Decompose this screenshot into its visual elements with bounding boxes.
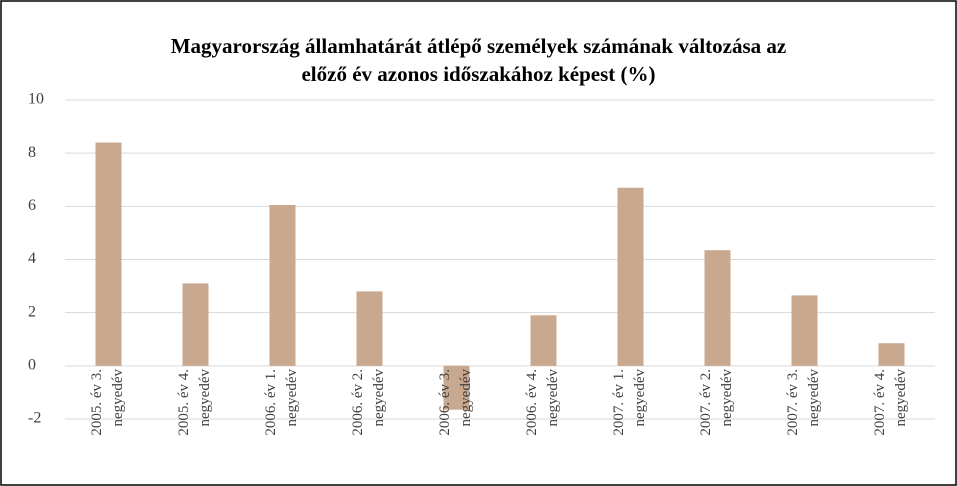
- x-tick-label: 2007. év 2. negyedév: [697, 369, 735, 436]
- bar: [356, 291, 383, 366]
- y-tick-label: 4: [28, 250, 36, 267]
- y-tick-label: 8: [28, 144, 36, 161]
- x-tick-label: 2005. év 3. negyedév: [88, 369, 126, 436]
- chart-title: Magyarország államhatárát átlépő személy…: [170, 34, 787, 86]
- bar: [530, 315, 557, 366]
- bar: [704, 250, 731, 366]
- x-tick-label: 2006. év 4. negyedév: [523, 369, 561, 436]
- x-tick-label: 2006. év 2. negyedév: [349, 369, 387, 436]
- bar: [791, 295, 818, 366]
- x-tick-label: 2006. év 1. negyedév: [262, 369, 300, 436]
- x-tick-label: 2006. év 3. negyedév: [436, 369, 474, 436]
- bar: [182, 283, 209, 366]
- x-tick-label: 2007. év 4. negyedév: [871, 369, 909, 436]
- bar: [269, 205, 296, 366]
- y-tick-label: 0: [28, 357, 36, 374]
- x-tick-label: 2007. év 3. negyedév: [784, 369, 822, 436]
- x-tick-label: 2005. év 4. negyedév: [175, 369, 213, 436]
- bar: [443, 365, 470, 410]
- bar: [95, 142, 122, 366]
- y-tick-label: 6: [28, 197, 36, 214]
- y-tick-label: -2: [28, 410, 41, 427]
- bar: [617, 187, 644, 366]
- x-tick-label: 2007. év 1. negyedév: [610, 369, 648, 436]
- y-tick-label: 10: [28, 91, 44, 108]
- bar: [878, 343, 905, 366]
- y-tick-label: 2: [28, 303, 36, 320]
